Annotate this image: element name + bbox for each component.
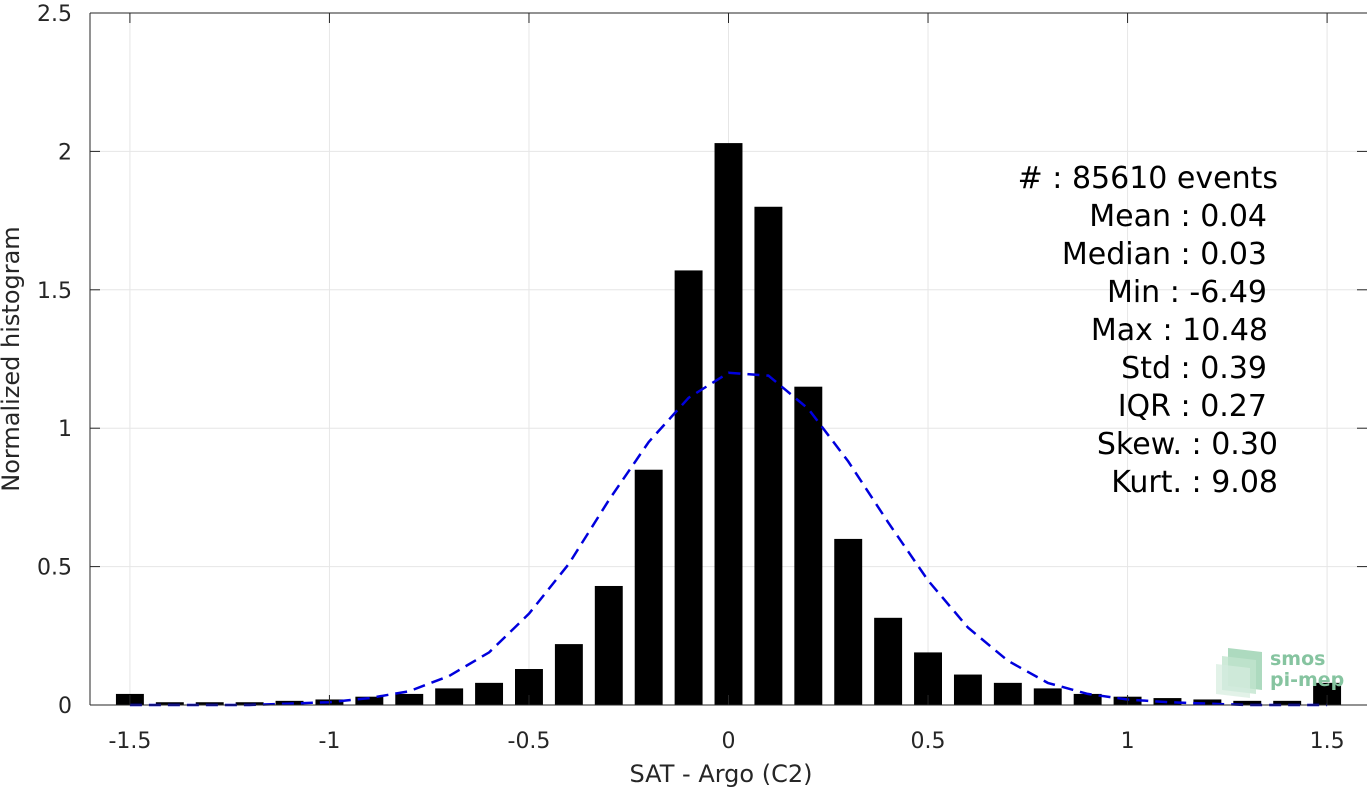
bar-1: [155, 702, 184, 705]
bar-7: [395, 693, 424, 705]
bar-6: [355, 696, 384, 705]
bar-22: [993, 682, 1022, 705]
logo-mark-icon: [1216, 648, 1262, 698]
bar-29: [1273, 700, 1302, 705]
y-tick-label-5: 2.5: [37, 2, 72, 27]
stats-line-4: Max : 10.48: [1091, 313, 1268, 348]
bar-2: [195, 702, 224, 705]
x-tick-label-4: 0.5: [911, 729, 946, 754]
stats-line-0: # : 85610 events: [1018, 161, 1278, 196]
bar-13: [634, 469, 663, 705]
bar-30: [1313, 682, 1342, 705]
x-tick-label-0: -1.5: [108, 729, 151, 754]
x-tick-label-2: -0.5: [508, 729, 551, 754]
bar-9: [475, 682, 504, 705]
bar-14: [674, 270, 703, 705]
bar-28: [1233, 700, 1262, 705]
bar-26: [1153, 698, 1182, 705]
logo-text-pimep: pi-mep: [1270, 669, 1344, 691]
y-axis-ticks: 0 0.5 1 1.5 2 2.5: [37, 2, 1367, 719]
logo-text-smos: smos: [1270, 648, 1325, 670]
x-axis-title: SAT - Argo (C2): [630, 760, 813, 787]
x-tick-label-5: 1: [1121, 729, 1135, 754]
stats-line-5: Std : 0.39: [1121, 351, 1267, 386]
y-tick-label-4: 2: [58, 140, 72, 165]
bar-21: [953, 674, 982, 705]
bar-27: [1193, 699, 1222, 705]
y-axis-title: Normalized histogram: [0, 226, 25, 491]
y-tick-label-3: 1.5: [37, 279, 72, 304]
bar-8: [435, 688, 464, 705]
bar-18: [834, 538, 863, 705]
bar-23: [1033, 688, 1062, 705]
bar-15: [714, 143, 743, 705]
x-tick-label-1: -1: [318, 729, 340, 754]
stats-line-6: IQR : 0.27: [1118, 389, 1267, 424]
y-tick-label-1: 0.5: [37, 556, 72, 581]
bar-12: [594, 585, 623, 705]
smos-pimep-logo: smos pi-mep: [1216, 648, 1344, 698]
x-axis-ticks: -1.5 -1 -0.5 0 0.5 1 1.5: [108, 13, 1345, 754]
x-tick-label-6: 1.5: [1310, 729, 1345, 754]
bar-11: [554, 644, 583, 705]
histogram-bars: [115, 143, 1342, 705]
bar-17: [794, 386, 823, 705]
bar-16: [754, 206, 783, 705]
y-tick-label-0: 0: [58, 694, 72, 719]
stats-line-3: Min : -6.49: [1107, 275, 1267, 310]
x-tick-label-3: 0: [722, 729, 736, 754]
bar-3: [235, 702, 264, 705]
stats-line-7: Skew. : 0.30: [1097, 427, 1278, 462]
y-tick-label-2: 1: [58, 417, 72, 442]
stats-line-2: Median : 0.03: [1062, 237, 1267, 272]
bar-24: [1073, 693, 1102, 705]
stats-line-8: Kurt. : 9.08: [1111, 465, 1278, 500]
stats-line-1: Mean : 0.04: [1089, 199, 1267, 234]
bar-19: [874, 617, 903, 705]
